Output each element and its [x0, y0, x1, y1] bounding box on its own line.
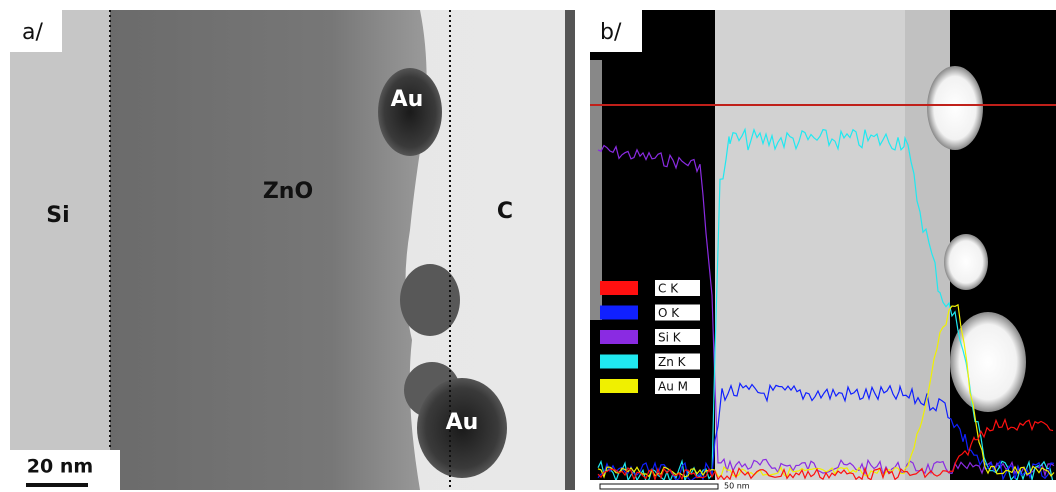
profile-curve: [597, 382, 1055, 480]
label-box: [10, 10, 62, 52]
au-particle: [417, 378, 507, 478]
panel-label: a/: [22, 20, 43, 45]
particle-label: Au: [446, 410, 479, 435]
legend-label: Au M: [658, 380, 688, 394]
panel-a: a/ Si ZnO C Au Au 20 nm: [10, 10, 575, 490]
legend-label-box: [655, 353, 700, 370]
region-label: C: [497, 199, 513, 224]
legend-swatch: [600, 354, 638, 369]
label-box: [590, 10, 642, 52]
legend-label: C K: [658, 282, 679, 296]
edge: [590, 60, 602, 320]
legend-label-box: [655, 329, 700, 345]
au-particle: [378, 68, 442, 156]
scale-bar: [26, 483, 88, 487]
panel-b: b/ C K O K Si K Zn K Au M 50 nm: [590, 10, 1056, 492]
edge-strip: [565, 10, 575, 490]
profile-curve: [597, 417, 1054, 480]
legend-label-box: [655, 304, 700, 321]
au-particle: [400, 264, 460, 336]
au-particle: [944, 234, 988, 290]
particle-label: Au: [391, 87, 424, 112]
scale-bar-label: 20 nm: [27, 456, 93, 478]
legend-label: Si K: [658, 331, 682, 345]
legend-swatch: [600, 281, 638, 295]
region-label: Si: [46, 203, 69, 228]
legend: C K O K Si K Zn K Au M: [600, 280, 700, 394]
si-region: [10, 10, 110, 490]
scale-bar-label: 50 nm: [724, 482, 750, 491]
legend-label-box: [655, 378, 700, 394]
legend-label: O K: [658, 306, 680, 320]
legend-swatch: [600, 379, 638, 393]
au-particle: [927, 66, 983, 150]
legend-label: Zn K: [658, 355, 687, 369]
profile-curve: [597, 303, 1055, 479]
region-label: ZnO: [263, 179, 313, 204]
panel-label: b/: [600, 20, 622, 45]
zno-region: [110, 10, 427, 490]
legend-swatch: [600, 330, 638, 344]
scale-bar: [599, 483, 719, 490]
legend-swatch: [600, 305, 638, 320]
legend-label-box: [655, 280, 700, 296]
